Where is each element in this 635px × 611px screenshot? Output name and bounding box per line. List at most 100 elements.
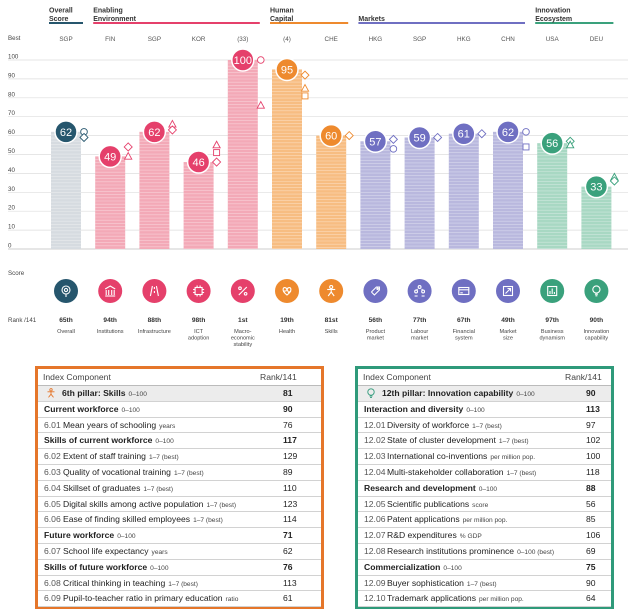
component-unit: score	[472, 501, 489, 509]
component-name: Diversity of workforce 1–7 (best)	[387, 420, 502, 430]
score-bar	[139, 131, 170, 249]
component-name-text: Skills of future workforce	[44, 561, 148, 572]
component-name: International co-inventions per million p…	[387, 451, 535, 461]
pillar-label: Financial system	[453, 329, 475, 341]
icon-stroke	[330, 291, 335, 297]
comparison-marker	[432, 132, 443, 143]
best-performer-label: SGP	[59, 36, 72, 43]
component-rank: 85	[586, 514, 596, 525]
group-rule	[535, 22, 614, 24]
component-name: Commercialization 0–100	[364, 562, 462, 572]
tag-icon	[363, 279, 388, 303]
comparison-marker	[257, 56, 265, 64]
component-unit: ratio	[225, 596, 239, 604]
component-unit: 0–100	[466, 406, 485, 414]
component-row: 12.02 State of cluster development 1–7 (be…	[358, 433, 611, 450]
component-unit: per million pop.	[462, 517, 508, 525]
group-label: Markets	[358, 16, 385, 23]
y-tick-label: 0	[8, 243, 12, 250]
comparison-marker	[79, 132, 89, 143]
component-row: 12.04 Multi-stakeholder collaboration 1–7 …	[358, 465, 611, 481]
comparison-marker	[389, 145, 398, 153]
group-label: Innovation	[535, 8, 570, 15]
score-bubble	[98, 144, 122, 169]
component-code: 6.04	[44, 482, 61, 493]
y-tick-label: 100	[8, 54, 19, 61]
component-name-text: Future workforce	[44, 530, 115, 541]
rank-value: 49th	[501, 317, 515, 324]
bar-hatch	[537, 145, 568, 249]
component-unit: years	[159, 422, 176, 430]
component-unit: 1–7 (best)	[193, 517, 223, 525]
icon-stroke	[502, 285, 514, 297]
component-rank: 88	[586, 482, 596, 493]
skills-pillar-icon	[47, 388, 55, 398]
best-performer-label: (33)	[237, 36, 248, 43]
icon-stroke	[243, 291, 248, 296]
card-icon	[451, 279, 476, 303]
pillar-label: Product market	[366, 329, 386, 341]
best-performer-label: USA	[546, 36, 560, 43]
component-rank: 117	[283, 435, 297, 446]
rank-axis-label: Rank /141	[8, 317, 37, 324]
icon-stroke	[547, 285, 558, 297]
score-value: 62	[60, 127, 72, 139]
y-axis-label-score: Score	[8, 270, 25, 277]
innovation-pillar-panel: Index Component Rank/141 12th pillar: In…	[355, 366, 614, 609]
component-code: 6.06	[44, 514, 61, 525]
component-unit: 0–100	[121, 406, 140, 414]
score-value: 62	[502, 127, 514, 139]
component-rank: 69	[586, 545, 596, 556]
component-name-text: Digital skills among active population	[63, 498, 204, 509]
best-performer-label: DEU	[590, 36, 604, 43]
comparison-marker	[609, 176, 620, 186]
bar-hatch	[227, 62, 258, 249]
component-unit: 1–7 (best)	[498, 438, 529, 446]
component-row: 12.07 R&D expenditures% GDP 106	[358, 528, 611, 544]
score-value: 100	[234, 55, 252, 67]
component-row: 6.02 Extent of staff training 1–7 (best) 12…	[38, 449, 321, 465]
score-bar	[51, 131, 81, 249]
icon-glyph	[149, 285, 159, 297]
bar-hatch	[493, 134, 523, 248]
component-rank: 90	[586, 577, 596, 588]
score-bar	[360, 141, 391, 249]
component-name: 12th pillar: Innovation capability 0–100	[382, 388, 535, 398]
component-code: 12.09	[364, 577, 386, 588]
bar-hatch	[139, 134, 170, 248]
component-name-text: Research and development	[364, 482, 476, 493]
component-unit: 0–100	[516, 391, 535, 398]
score-bubble	[452, 121, 476, 146]
comparison-marker	[522, 128, 530, 136]
component-rank: 61	[283, 593, 293, 604]
component-name: Quality of vocational training 1–7 (best)	[63, 467, 204, 477]
bar-hatch	[95, 159, 126, 250]
icon-stroke	[104, 285, 116, 290]
score-bubble	[584, 174, 609, 199]
component-unit: 1–7 (best)	[472, 422, 502, 430]
score-bubble	[496, 120, 520, 144]
component-name: Digital skills among active population 1–…	[63, 499, 236, 509]
y-tick-label: 60	[8, 129, 15, 136]
score-bar	[95, 156, 126, 249]
component-name: Interaction and diversity 0–100	[364, 404, 485, 414]
comparison-marker	[123, 151, 133, 160]
best-performer-label: SGP	[148, 36, 161, 43]
icon-stroke	[421, 289, 426, 294]
component-name: School life expectancy years	[63, 546, 168, 556]
y-tick-label: 80	[8, 91, 15, 98]
comparison-marker	[301, 92, 309, 100]
component-name-text: R&D expenditures	[387, 530, 457, 541]
rank-value: 90th	[590, 317, 604, 324]
component-row: 6.08 Critical thinking in teaching 1–7 (be…	[38, 576, 321, 592]
component-rank: 97	[586, 419, 596, 430]
comparison-marker	[123, 142, 133, 152]
component-code: 6.09	[44, 593, 61, 604]
component-rank: 75	[586, 561, 596, 572]
score-value: 62	[148, 127, 160, 139]
score-value: 57	[369, 136, 381, 148]
component-unit: 1–7 (best)	[466, 580, 497, 588]
rank-value: 98th	[192, 317, 206, 324]
component-rank: 62	[283, 545, 293, 556]
component-row: 6.09 Pupil-to-teacher ratio in primary ed…	[38, 591, 321, 608]
